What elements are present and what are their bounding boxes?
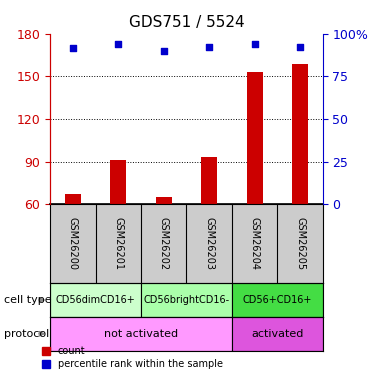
Text: GSM26204: GSM26204 bbox=[250, 217, 260, 270]
Legend: count, percentile rank within the sample: count, percentile rank within the sample bbox=[42, 346, 223, 369]
Bar bbox=[50, 317, 232, 351]
Title: GDS751 / 5524: GDS751 / 5524 bbox=[129, 15, 244, 30]
Point bbox=[70, 45, 76, 51]
Text: GSM26203: GSM26203 bbox=[204, 217, 214, 270]
Point bbox=[297, 44, 303, 50]
Bar bbox=[247, 72, 263, 204]
Text: activated: activated bbox=[251, 329, 303, 339]
Point bbox=[115, 41, 121, 47]
Bar bbox=[201, 158, 217, 204]
Bar bbox=[232, 317, 323, 351]
Bar bbox=[232, 283, 323, 317]
Point bbox=[161, 48, 167, 54]
Bar bbox=[156, 197, 172, 204]
Text: CD56+CD16+: CD56+CD16+ bbox=[243, 295, 312, 305]
Text: GSM26201: GSM26201 bbox=[113, 217, 123, 270]
Point bbox=[206, 44, 212, 50]
Bar bbox=[50, 283, 141, 317]
Text: GSM26200: GSM26200 bbox=[68, 217, 78, 270]
Bar bbox=[65, 194, 81, 204]
Text: cell type: cell type bbox=[4, 295, 51, 305]
Text: CD56dimCD16+: CD56dimCD16+ bbox=[56, 295, 135, 305]
Text: CD56brightCD16-: CD56brightCD16- bbox=[143, 295, 230, 305]
Point bbox=[252, 41, 257, 47]
Text: protocol: protocol bbox=[4, 329, 49, 339]
Bar bbox=[292, 64, 308, 204]
Text: GSM26205: GSM26205 bbox=[295, 217, 305, 270]
Text: GSM26202: GSM26202 bbox=[159, 217, 169, 270]
Text: not activated: not activated bbox=[104, 329, 178, 339]
Bar bbox=[110, 160, 126, 204]
Bar bbox=[141, 283, 232, 317]
